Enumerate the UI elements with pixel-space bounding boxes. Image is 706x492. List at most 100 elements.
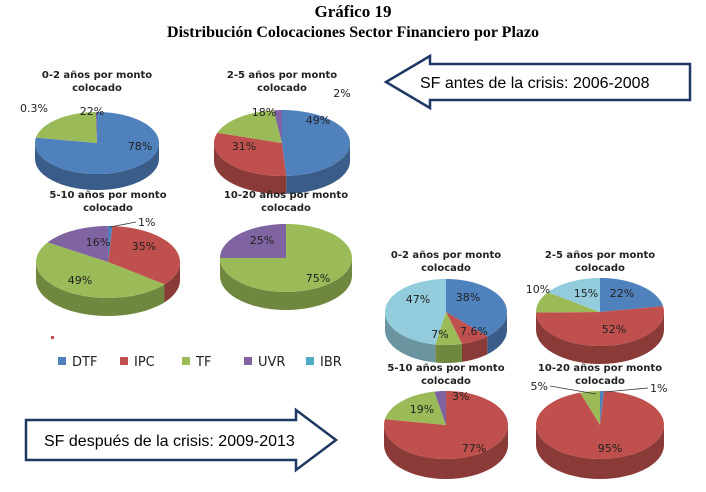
legend-swatch-ipc <box>120 357 128 365</box>
pie-data-label: 16% <box>86 236 110 249</box>
pie-data-label: 77% <box>462 442 486 455</box>
pie-data-label: 25% <box>250 234 274 247</box>
pie-data-label: 7.6% <box>460 325 488 338</box>
leader-line <box>109 221 137 228</box>
pie-chart: 49% 31% 18% 2% 2-5 años por monto colocado <box>214 70 351 194</box>
pie-chart: 22% 52% 10% 15% 2-5 años por monto colocado <box>526 250 664 364</box>
pie-slice-tf <box>435 312 462 345</box>
pie-data-label: 52% <box>602 323 626 336</box>
pie-chart: 78% 22% 0.3% 0-2 años por monto colocado <box>20 70 159 190</box>
pie-side-ibr <box>385 312 436 363</box>
pie-slice-tf <box>36 242 165 298</box>
pie-data-label: 22% <box>610 287 634 300</box>
pie-chart: 75% 25% 10-20 años por monto colocado <box>220 190 352 310</box>
pie-chart: 77% 19% 3% 5-10 años por monto colocado <box>384 363 508 479</box>
pie-title: colocado <box>261 203 311 214</box>
pie-slice-uvr <box>220 224 286 258</box>
legend: DTF IPC TF UVR IBR <box>58 355 342 370</box>
pie-slice-uvr <box>95 112 97 143</box>
pie-title: colocado <box>421 376 471 387</box>
pie-title: 10-20 años por monto <box>538 363 662 374</box>
pie-data-label: 95% <box>598 442 622 455</box>
pie-slice-tf <box>384 391 446 425</box>
pie-title: 2-5 años por monto <box>545 250 655 261</box>
pie-side-ipc <box>164 262 180 303</box>
pie-side-dtf <box>487 312 507 355</box>
legend-swatch-tf <box>182 357 190 365</box>
pie-slice-tf <box>536 292 600 313</box>
pie-side-dtf <box>35 143 159 190</box>
pie-slice-uvr <box>47 226 108 262</box>
pie-data-label: 1% <box>650 382 667 395</box>
pie-data-label: 19% <box>410 403 434 416</box>
leader-line <box>549 385 597 395</box>
pie-data-label: 15% <box>574 287 598 300</box>
pie-slice-ibr <box>385 279 446 345</box>
pie-data-label: 2% <box>333 87 350 100</box>
arrow-after-label: SF después de la crisis: 2009-2013 <box>44 433 295 450</box>
pie-slice-tf <box>220 224 352 292</box>
pie-data-label: 18% <box>252 106 276 119</box>
pie-data-label: 3% <box>452 390 469 403</box>
pie-side-ipc <box>536 425 664 479</box>
pie-chart: 1% 35% 49% 16% 5-10 años por monto colocado <box>36 190 180 316</box>
pie-data-label: 47% <box>406 293 430 306</box>
pie-title: colocado <box>83 203 133 214</box>
pie-data-label: 5% <box>531 380 548 393</box>
pie-slice-dtf <box>108 226 113 262</box>
pie-slice-ipc <box>446 312 488 344</box>
pie-side-ipc <box>461 336 488 362</box>
pie-slice-tf <box>217 110 282 143</box>
legend-label: UVR <box>258 355 285 370</box>
figure-subtitle: Distribución Colocaciones Sector Financi… <box>167 24 539 41</box>
pie-data-label: 10% <box>526 283 550 296</box>
pie-data-label: 22% <box>80 105 104 118</box>
pie-slice-uvr <box>434 391 446 425</box>
pie-slice-ipc <box>536 391 664 459</box>
legend-swatch-ibr <box>306 357 314 365</box>
pie-data-label: 78% <box>128 140 152 153</box>
pie-slice-dtf <box>446 279 507 337</box>
pie-slice-dtf <box>35 112 159 174</box>
legend-label: IPC <box>134 355 155 370</box>
pie-side-ipc <box>536 312 664 364</box>
pie-slice-tf <box>35 112 97 143</box>
arrow-after: SF después de la crisis: 2009-2013 <box>24 407 339 473</box>
pie-data-label: 75% <box>306 272 330 285</box>
legend-label: IBR <box>320 355 342 370</box>
pie-slice-ipc <box>536 306 664 346</box>
pie-title: 0-2 años por monto <box>391 250 501 261</box>
legend-label: DTF <box>72 355 97 370</box>
pie-side-tf <box>36 262 165 316</box>
pie-data-label: 49% <box>68 274 92 287</box>
pie-title: 2-5 años por monto <box>227 70 337 81</box>
pie-chart: 38% 7.6% 7% 47% 0-2 años por monto colocado <box>385 250 507 363</box>
pie-side-ipc <box>214 143 287 194</box>
pie-title: colocado <box>575 376 625 387</box>
figure-title: Gráfico 19 <box>314 2 392 21</box>
arrow-before: SF antes de la crisis: 2006-2008 <box>383 53 692 111</box>
pie-data-label: 31% <box>232 140 256 153</box>
pie-title: 10-20 años por monto <box>224 190 348 201</box>
pie-title: 0-2 años por monto <box>42 70 152 81</box>
pie-data-label: 35% <box>132 240 156 253</box>
pie-data-label: 49% <box>306 114 330 127</box>
pie-data-label: 0.3% <box>20 102 48 115</box>
pie-chart: 1% 95% 5% 10-20 años por monto colocado <box>531 363 667 479</box>
pie-slice-dtf <box>282 110 350 176</box>
pie-title: 5-10 años por monto <box>387 363 504 374</box>
pie-slice-uvr <box>273 110 282 143</box>
arrow-before-label: SF antes de la crisis: 2006-2008 <box>420 75 650 92</box>
pie-data-label: 38% <box>456 291 480 304</box>
pie-title: colocado <box>257 83 307 94</box>
stray-mark <box>51 336 54 339</box>
pie-slice-dtf <box>600 278 664 312</box>
pie-title: colocado <box>72 83 122 94</box>
pie-side-ipc <box>384 425 508 479</box>
pie-data-label: 7% <box>431 328 448 341</box>
pie-side-tf <box>220 258 352 310</box>
legend-swatch-dtf <box>58 357 66 365</box>
legend-swatch-uvr <box>244 357 252 365</box>
